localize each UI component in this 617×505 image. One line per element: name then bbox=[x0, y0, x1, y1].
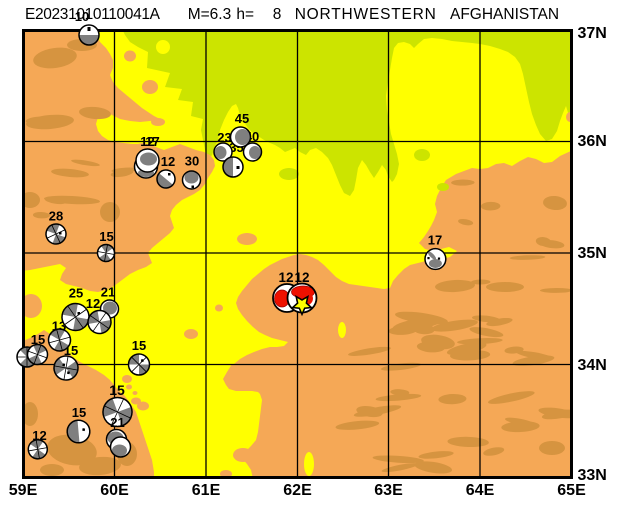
svg-text:34N: 34N bbox=[578, 357, 607, 374]
svg-text:28: 28 bbox=[49, 209, 63, 224]
svg-text:61E: 61E bbox=[192, 482, 221, 499]
svg-text:37N: 37N bbox=[578, 25, 607, 42]
svg-text:15: 15 bbox=[31, 332, 45, 347]
svg-text:59E: 59E bbox=[9, 482, 38, 499]
svg-text:M=6.3: M=6.3 bbox=[188, 6, 232, 23]
svg-text:45: 45 bbox=[235, 111, 249, 126]
svg-text:NORTHWESTERN: NORTHWESTERN bbox=[295, 6, 437, 23]
svg-text:63E: 63E bbox=[374, 482, 403, 499]
svg-text:23: 23 bbox=[217, 130, 231, 145]
svg-text:12: 12 bbox=[140, 134, 154, 149]
svg-text:64E: 64E bbox=[466, 482, 495, 499]
svg-text:21: 21 bbox=[110, 415, 124, 430]
svg-text:12: 12 bbox=[278, 270, 293, 285]
svg-text:25: 25 bbox=[69, 286, 83, 301]
svg-text:65E: 65E bbox=[557, 482, 586, 499]
svg-text:12: 12 bbox=[32, 428, 46, 443]
svg-text:62E: 62E bbox=[283, 482, 312, 499]
svg-text:36N: 36N bbox=[578, 133, 607, 150]
svg-text:30: 30 bbox=[185, 154, 199, 169]
svg-text:15: 15 bbox=[132, 338, 146, 353]
svg-text:AFGHANISTAN: AFGHANISTAN bbox=[450, 6, 559, 23]
svg-text:33N: 33N bbox=[578, 467, 607, 484]
svg-text:h=: h= bbox=[236, 6, 254, 23]
svg-text:21: 21 bbox=[101, 285, 115, 300]
svg-text:8: 8 bbox=[273, 6, 282, 23]
svg-text:15: 15 bbox=[109, 382, 125, 398]
svg-text:17: 17 bbox=[428, 233, 442, 248]
svg-text:E20231010110041A: E20231010110041A bbox=[25, 6, 161, 23]
svg-text:60E: 60E bbox=[100, 482, 129, 499]
svg-text:12: 12 bbox=[86, 296, 100, 311]
svg-text:17: 17 bbox=[145, 134, 159, 149]
svg-text:12: 12 bbox=[294, 270, 309, 285]
svg-text:10: 10 bbox=[75, 9, 89, 24]
svg-text:15: 15 bbox=[99, 229, 113, 244]
svg-text:15: 15 bbox=[72, 405, 86, 420]
svg-text:35N: 35N bbox=[578, 245, 607, 262]
svg-text:12: 12 bbox=[161, 154, 175, 169]
